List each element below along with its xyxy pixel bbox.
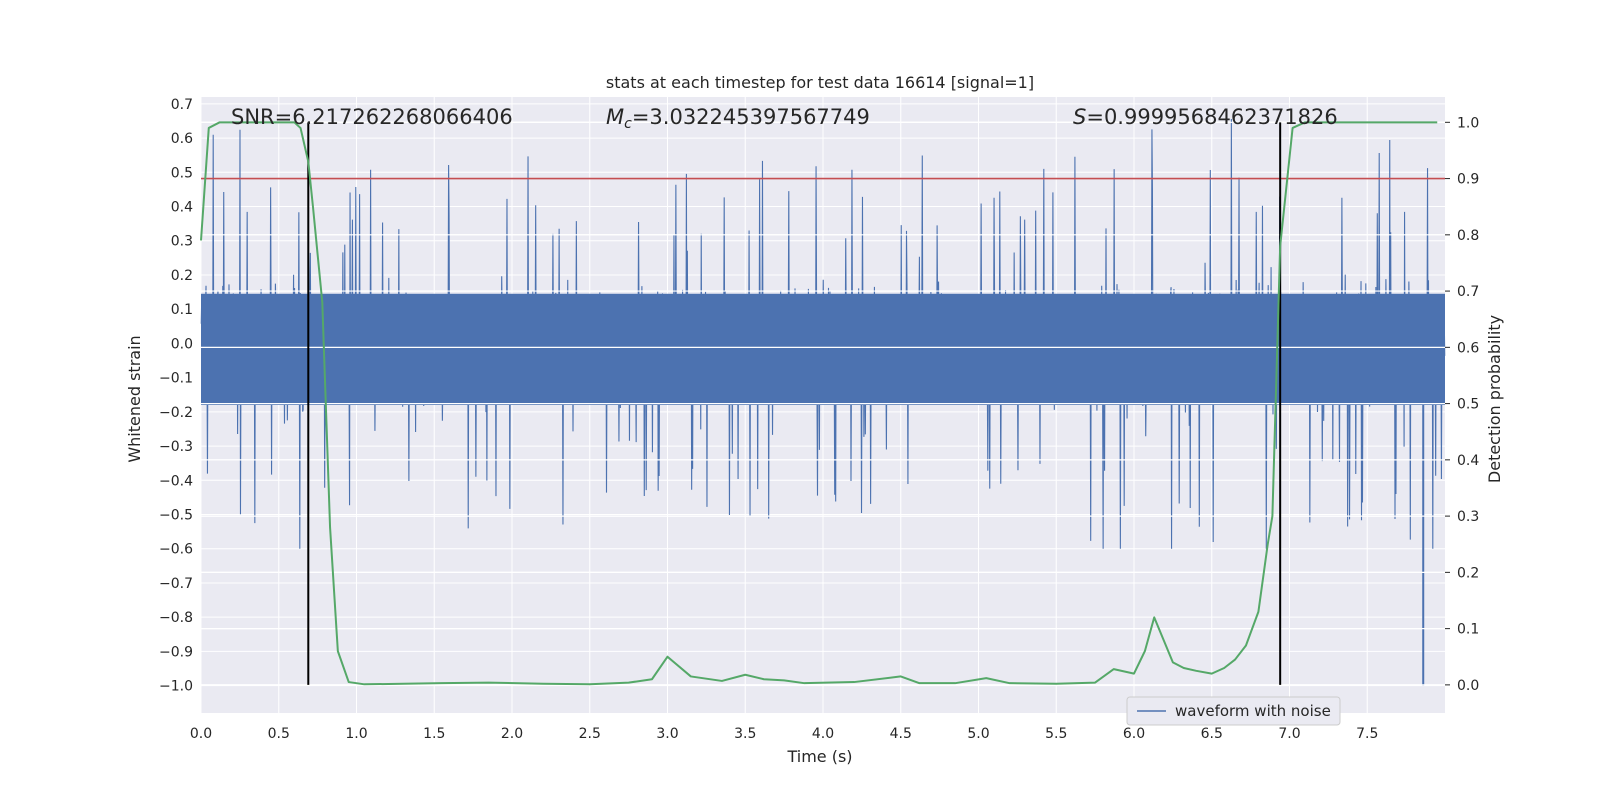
x-tick-15: 7.5 [1356,726,1378,742]
y-left-tick-16: −0.9 [159,644,193,660]
mc-subscript: c [624,116,632,132]
y-left-tick-10: −0.3 [159,439,193,455]
y-right-tick-10: 0.0 [1457,678,1479,694]
y-right-tick-5: 0.5 [1457,397,1479,413]
y-left-tick-7: 0.0 [171,336,193,352]
snr-annotation: SNR=6.217262268066406 [231,105,513,129]
mc-symbol: M [606,105,624,129]
x-tick-3: 1.5 [423,726,445,742]
x-tick-7: 3.5 [734,726,756,742]
y-left-tick-17: −1.0 [159,679,193,695]
x-tick-5: 2.5 [579,726,601,742]
y-left-tick-11: −0.4 [159,473,193,489]
x-tick-6: 3.0 [656,726,678,742]
x-tick-12: 6.0 [1123,726,1145,742]
y-right-tick-0: 1.0 [1457,115,1479,131]
y-left-tick-9: −0.2 [159,405,193,421]
y-left-tick-13: −0.6 [159,542,193,558]
probability-line [200,121,1438,686]
x-tick-14: 7.0 [1278,726,1300,742]
y-left-tick-1: 0.6 [171,131,193,147]
mc-annotation: Mc=3.032245397567749 [606,105,870,132]
s-symbol: S [1073,105,1086,129]
legend: waveform with noise [1126,696,1341,726]
mc-value: =3.032245397567749 [632,105,870,129]
y-right-tick-4: 0.6 [1457,340,1479,356]
x-tick-0: 0.0 [190,726,212,742]
y-left-tick-12: −0.5 [159,508,193,524]
overlay [200,121,1445,686]
y-right-tick-3: 0.7 [1457,284,1479,300]
x-tick-1: 0.5 [268,726,290,742]
legend-box [1126,696,1341,726]
y-left-tick-6: 0.1 [171,302,193,318]
y-left-tick-14: −0.7 [159,576,193,592]
y-left-tick-3: 0.4 [171,200,193,216]
y-right-tick-2: 0.8 [1457,228,1479,244]
y-left-axis-label: Whitened strain [125,335,144,462]
y-right-tick-8: 0.2 [1457,565,1479,581]
chart-title: stats at each timestep for test data 166… [606,73,1034,92]
y-right-axis-label: Detection probability [1485,315,1504,483]
x-tick-9: 4.5 [890,726,912,742]
s-value: =0.9999568462371826 [1086,105,1337,129]
x-tick-2: 1.0 [345,726,367,742]
y-right-tick-6: 0.4 [1457,453,1479,469]
x-tick-11: 5.5 [1045,726,1067,742]
y-right-tick-9: 0.1 [1457,622,1479,638]
x-axis-label: Time (s) [786,747,852,766]
x-tick-13: 6.5 [1201,726,1223,742]
strain-series [200,118,1446,686]
y-right-axis-ticks: 1.0 0.9 0.8 0.7 0.6 0.5 0.4 0.3 0.2 0.1 0.0 [1445,115,1479,694]
y-left-tick-15: −0.8 [159,610,193,626]
x-tick-8: 4.0 [812,726,834,742]
strain-dense-band [201,293,1445,405]
y-left-tick-4: 0.3 [171,234,193,250]
x-axis-ticks: 0.0 0.5 1.0 1.5 2.0 2.5 3.0 3.5 4.0 4.5 5.0 5.5 6.0 6… [190,726,1379,742]
y-left-tick-8: −0.1 [159,371,193,387]
x-tick-10: 5.0 [967,726,989,742]
y-left-tick-2: 0.5 [171,165,193,181]
x-tick-4: 2.0 [501,726,523,742]
legend-label-waveform: waveform with noise [1175,702,1331,720]
y-left-axis-ticks: 0.7 0.6 0.5 0.4 0.3 0.2 0.1 0.0 −0.1 −0.2 −0.3 −0.4… [159,97,193,695]
y-left-tick-5: 0.2 [171,268,193,284]
y-right-tick-7: 0.3 [1457,509,1479,525]
s-annotation: S=0.9999568462371826 [1073,105,1338,129]
y-left-tick-0: 0.7 [171,97,193,113]
y-right-tick-1: 0.9 [1457,172,1479,188]
